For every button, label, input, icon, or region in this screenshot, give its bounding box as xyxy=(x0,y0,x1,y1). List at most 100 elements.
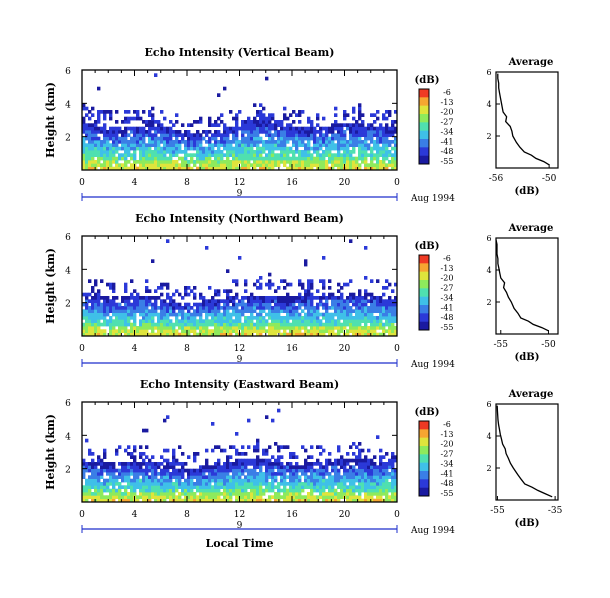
heatmap-cell xyxy=(136,296,140,300)
heatmap-cell xyxy=(112,485,116,489)
heatmap-cell xyxy=(220,133,224,137)
average-line xyxy=(496,405,553,498)
heatmap-cell xyxy=(112,329,116,333)
heatmap-cell xyxy=(307,319,311,323)
heatmap-cell xyxy=(85,438,89,443)
heatmap-cell xyxy=(310,322,314,327)
heatmap-cell xyxy=(106,309,110,313)
heatmap-cell xyxy=(385,299,389,303)
heatmap-cell xyxy=(121,316,125,320)
heatmap-cell xyxy=(142,299,146,303)
heatmap-cell xyxy=(208,302,212,307)
heatmap-cell xyxy=(262,478,266,483)
heatmap-cell xyxy=(106,478,110,483)
heatmap-cell xyxy=(250,133,254,137)
heatmap-cell xyxy=(187,163,191,167)
heatmap-cell xyxy=(286,468,290,473)
heatmap-cell xyxy=(241,312,245,317)
heatmap-cell xyxy=(349,472,353,476)
y-tick-label: 4 xyxy=(65,432,71,442)
heatmap-cell xyxy=(307,153,311,157)
heatmap-cell xyxy=(214,302,218,307)
heatmap-cell xyxy=(148,312,152,317)
heatmap-cell xyxy=(349,130,353,134)
heatmap-cell xyxy=(292,465,296,469)
heatmap-cell xyxy=(367,123,371,127)
heatmap-cell xyxy=(85,478,89,483)
heatmap-cell xyxy=(247,478,251,483)
heatmap-cell xyxy=(100,498,104,503)
heatmap-cell xyxy=(253,498,257,503)
heatmap-cell xyxy=(145,120,149,124)
heatmap-cell xyxy=(391,312,395,317)
heatmap-cell xyxy=(346,150,350,154)
heatmap-cell xyxy=(163,156,167,161)
heatmap-cell xyxy=(190,160,194,164)
heatmap-cell xyxy=(262,326,266,330)
heatmap-cell xyxy=(307,302,311,307)
heatmap-cell xyxy=(91,106,95,111)
heatmap-cell xyxy=(310,309,314,313)
heatmap-cell xyxy=(298,153,302,157)
heatmap-cell xyxy=(337,150,341,154)
heatmap-cell xyxy=(181,160,185,164)
heatmap-cell xyxy=(163,332,167,337)
heatmap-cell xyxy=(250,130,254,134)
heatmap-cell xyxy=(160,472,164,476)
heatmap-cell xyxy=(103,488,107,493)
heatmap-cell xyxy=(172,322,176,327)
heatmap-cell xyxy=(220,329,224,333)
heatmap-cell xyxy=(94,299,98,303)
heatmap-cell xyxy=(121,143,125,147)
heatmap-cell xyxy=(127,482,131,486)
heatmap-cell xyxy=(190,485,194,489)
heatmap-cell xyxy=(364,153,368,157)
heatmap-cell xyxy=(238,143,242,147)
heatmap-cell xyxy=(310,326,314,330)
heatmap-cell xyxy=(247,418,251,423)
heatmap-cell xyxy=(199,306,203,310)
heatmap-cell xyxy=(235,465,239,469)
heatmap-cell xyxy=(145,163,149,167)
heatmap-cell xyxy=(211,468,215,473)
heatmap-cell xyxy=(322,329,326,333)
heatmap-cell xyxy=(313,133,317,137)
heatmap-cell xyxy=(208,465,212,469)
heatmap-cell xyxy=(232,472,236,476)
heatmap-cell xyxy=(301,488,305,493)
heatmap-cell xyxy=(271,140,275,144)
heatmap-cell xyxy=(97,163,101,167)
heatmap-cell xyxy=(277,286,281,290)
heatmap-cell xyxy=(214,130,218,134)
heatmap-cell xyxy=(340,326,344,330)
heatmap-cell xyxy=(304,322,308,327)
heatmap-cell xyxy=(253,133,257,137)
heatmap-cell xyxy=(214,289,218,293)
heatmap-cell xyxy=(124,478,128,483)
heatmap-cell xyxy=(82,316,86,320)
heatmap-cell xyxy=(391,495,395,499)
heatmap-cell xyxy=(328,292,332,297)
heatmap-cell xyxy=(304,156,308,161)
heatmap-cell xyxy=(220,448,224,453)
heatmap-cell xyxy=(232,462,236,466)
heatmap-cell xyxy=(196,475,200,479)
heatmap-cell xyxy=(394,309,398,313)
heatmap-cell xyxy=(274,153,278,157)
heatmap-cell xyxy=(337,492,341,496)
heatmap-cell xyxy=(214,123,218,127)
heatmap-cell xyxy=(331,332,335,337)
heatmap-cell xyxy=(94,478,98,483)
heatmap-cell xyxy=(157,492,161,496)
heatmap-cell xyxy=(202,299,206,303)
heatmap-cell xyxy=(112,126,116,131)
heatmap-cell xyxy=(196,302,200,307)
heatmap-cell xyxy=(157,312,161,317)
heatmap-cell xyxy=(346,143,350,147)
heatmap-cell xyxy=(175,130,179,134)
heatmap-cell xyxy=(301,156,305,161)
heatmap-cell xyxy=(349,140,353,144)
heatmap-cell xyxy=(157,166,161,171)
heatmap-cell xyxy=(361,468,365,473)
heatmap-cell xyxy=(118,146,122,151)
